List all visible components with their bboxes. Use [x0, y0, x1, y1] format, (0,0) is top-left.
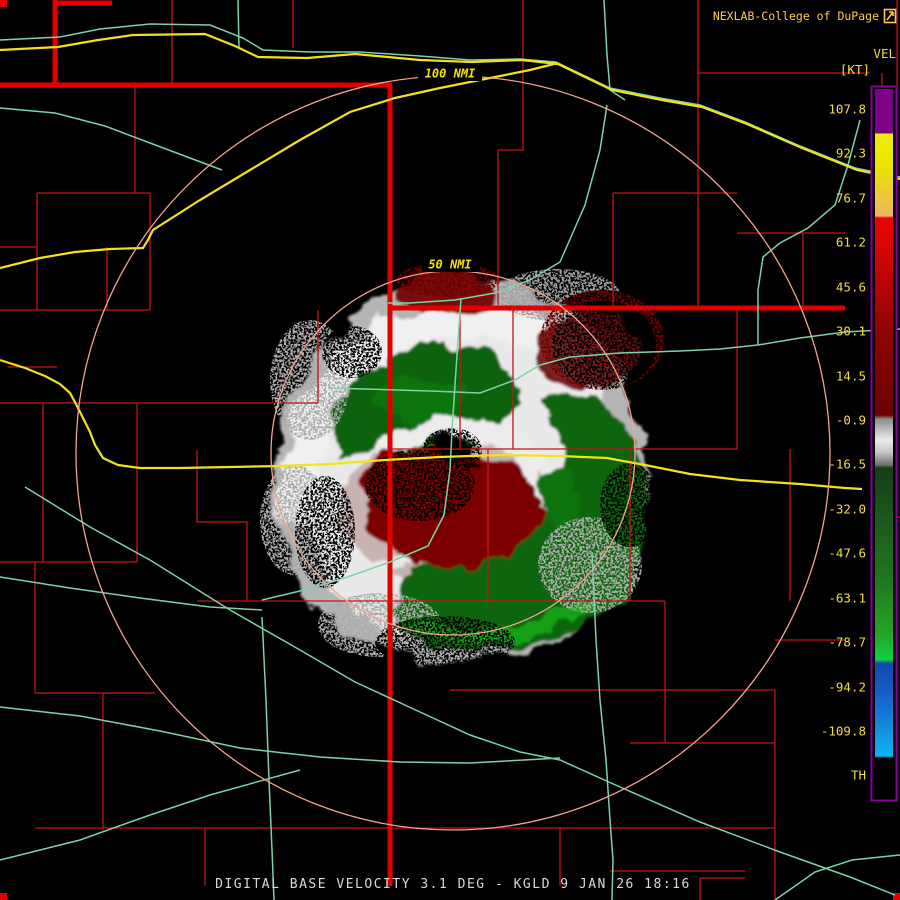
- primary-roads: [0, 32, 900, 491]
- range-ring-label-50nmi: 50 NMI: [428, 258, 472, 272]
- state-borders: [0, 0, 845, 886]
- colorbar-title: VEL: [873, 46, 896, 61]
- tick-label: 107.8: [828, 102, 866, 117]
- tick-label: 45.6: [836, 280, 866, 295]
- tick-label: 76.7: [836, 191, 866, 206]
- product-caption: DIGITAL BASE VELOCITY 3.1 DEG - KGLD 9 J…: [215, 877, 691, 892]
- tick-label: 14.5: [836, 369, 866, 384]
- tick-label: -78.7: [828, 635, 866, 650]
- range-rings: 100 NMI 50 NMI: [75, 66, 831, 831]
- colorbar-ticks: 107.8 92.3 76.7 61.2 45.6 30.1 14.5 -0.9…: [821, 102, 866, 783]
- tick-label: -109.8: [821, 724, 866, 739]
- velocity-colorbar: VEL [KT] 107.8 92.3 76.7 61.2 45.6 30.1 …: [821, 46, 898, 802]
- tick-label: TH: [851, 768, 866, 783]
- tick-label: -63.1: [828, 591, 866, 606]
- radar-echo-speckle: [260, 263, 664, 668]
- flag-arrow-icon: [883, 8, 897, 24]
- tick-label: -0.9: [836, 413, 866, 428]
- tick-label: -94.2: [828, 680, 866, 695]
- branding: NEXLAB-College of DuPage: [713, 8, 897, 24]
- range-ring-label-100nmi: 100 NMI: [425, 67, 476, 81]
- tick-label: -47.6: [828, 546, 866, 561]
- colorbar-gradient: [875, 89, 893, 798]
- tick-label: 92.3: [836, 146, 866, 161]
- tick-label: -16.5: [828, 457, 866, 472]
- tick-label: -32.0: [828, 502, 866, 517]
- tick-label: 61.2: [836, 235, 866, 250]
- colorbar-units: [KT]: [840, 62, 870, 77]
- tick-label: 30.1: [836, 324, 866, 339]
- branding-title: NEXLAB-College of DuPage: [713, 9, 879, 23]
